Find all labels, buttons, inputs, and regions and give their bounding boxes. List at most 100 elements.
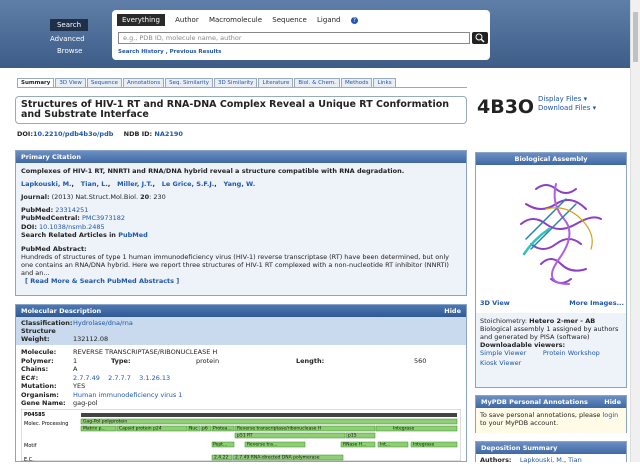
login[interactable]: login: [602, 411, 619, 419]
ndb-link[interactable]: NA2190: [154, 130, 183, 138]
feature-label: p51 RT: [237, 433, 253, 439]
ec-link[interactable]: 2.7.7.7: [108, 373, 131, 382]
entry-title: Structures of HIV-1 RT and RNA-DNA Compl…: [15, 96, 467, 124]
nav-search[interactable]: Search: [50, 19, 88, 31]
value[interactable]: Hydrolase/dna/rna: [73, 319, 133, 327]
ec-link[interactable]: 3.1.26.13: [139, 373, 171, 382]
label: Search Related Articles in: [21, 231, 116, 239]
panel-heading: Molecular Description Hide: [16, 305, 466, 317]
id-link[interactable]: 10.1038/nsmb.2485: [39, 222, 105, 231]
search-input[interactable]: e.g., PDB ID, molecule name, author: [118, 32, 470, 44]
text: to your MyPDB account.: [480, 419, 559, 427]
feature: [211, 425, 235, 432]
tab[interactable]: Everything: [117, 14, 165, 26]
accession: P04585: [24, 412, 46, 418]
abstract-label: PubMed Abstract:: [21, 244, 87, 253]
page-tab[interactable]: Biol. & Chem.: [294, 78, 340, 87]
journal-name: (2013) Nat.Struct.Mol.Biol.: [51, 193, 139, 201]
ribbon: [550, 183, 571, 285]
id-link[interactable]: 23314251: [55, 205, 89, 214]
assembly-info: Stoichiometry: Hetero 2-mer - AB Biologi…: [476, 313, 626, 387]
page-tab[interactable]: Summary: [17, 78, 55, 87]
nucleic-acid: [522, 227, 551, 256]
label: Type:: [111, 356, 131, 365]
feature-label: Reverse transcriptase/ribonuclease H: [237, 426, 321, 432]
feature: [187, 425, 201, 432]
hide[interactable]: Hide: [604, 398, 621, 406]
author[interactable]: Yang, W.: [223, 179, 256, 188]
doi-line: DOI:10.2210/pdb4b3o/pdb NDB ID: NA2190: [17, 130, 183, 138]
feature-label: Integrase: [413, 442, 435, 448]
assembly-note: Biological assembly 1 assigned by author…: [480, 325, 619, 341]
value: YES: [73, 382, 86, 390]
viewer[interactable]: Protein Workshop: [542, 349, 600, 357]
volume: 20: [140, 193, 150, 201]
search-links[interactable]: Search History , Previous Results: [118, 49, 222, 55]
row: Mutation: YES: [21, 382, 461, 391]
search-tabs: Everything Author Macromolecule Sequence…: [117, 14, 358, 26]
value: 560: [414, 356, 427, 365]
page-tab[interactable]: Annotations: [123, 78, 165, 87]
id-link[interactable]: PMC3973182: [81, 214, 125, 222]
author[interactable]: Lapkouski, M.: [21, 179, 72, 188]
page-tab[interactable]: 3D Similarity: [213, 78, 258, 87]
label: Stoichiometry:: [480, 317, 528, 325]
display-files[interactable]: Display Files ▾: [538, 95, 588, 103]
mypdb-text: To save personal annotations, please log…: [476, 408, 626, 433]
feature: [211, 454, 233, 461]
page-tab[interactable]: Sequence: [86, 78, 123, 87]
hide[interactable]: Hide: [444, 307, 461, 315]
author[interactable]: Tian: [568, 456, 582, 464]
id-row: DOI: 10.1038/nsmb.2485: [21, 223, 461, 232]
feature-label: Nuc: [189, 426, 198, 432]
feature-label: Gag-Pol polyprotein: [83, 419, 127, 425]
page-tab[interactable]: Methods: [340, 78, 373, 87]
feature: [375, 425, 458, 432]
header: Search Advanced Browse Everything Author…: [0, 0, 630, 68]
feature-label: Reverse tra...: [247, 442, 277, 448]
viewer[interactable]: Simple Viewer: [480, 349, 527, 357]
page-tab[interactable]: Literature: [258, 78, 294, 87]
author[interactable]: Le Grice, S.F.J.: [161, 179, 215, 188]
tab[interactable]: Macromolecule: [208, 16, 263, 24]
help[interactable]: ?: [350, 17, 358, 24]
viewer[interactable]: Kiosk Viewer: [480, 359, 522, 367]
page-tab[interactable]: Seq. Similarity: [165, 78, 213, 87]
ec-link[interactable]: 2.7.7.49: [73, 373, 100, 382]
track-label: Motif: [24, 443, 37, 449]
row: Molecule: REVERSE TRANSCRIPTASE/RIBONUCLE…: [21, 348, 461, 357]
feature: [345, 432, 376, 439]
feature: [234, 432, 346, 439]
track-label: Molec. Processing: [24, 421, 68, 427]
page-tab[interactable]: 3D View: [55, 78, 86, 87]
citation-panel: Primary Citation Complexes of HIV-1 RT, …: [15, 150, 467, 296]
search-button[interactable]: [472, 32, 488, 44]
label: Classification:: [21, 319, 73, 327]
feature: [244, 441, 306, 448]
nav-advanced[interactable]: Advanced: [50, 35, 85, 43]
page-tab[interactable]: Links: [373, 78, 396, 87]
tab[interactable]: Sequence: [272, 16, 307, 24]
structure-image: [520, 183, 602, 285]
nav-browse[interactable]: Browse: [57, 47, 83, 55]
more-images[interactable]: More Images...: [569, 299, 624, 307]
label: PubMed:: [21, 205, 54, 214]
tab[interactable]: Ligand: [317, 16, 341, 24]
feature-label: p15: [348, 433, 357, 439]
value[interactable]: Human immunodeficiency virus 1: [73, 390, 183, 399]
doi-link[interactable]: 10.2210/pdb4b3o/pdb: [32, 130, 114, 138]
scroll-thumb[interactable]: [633, 12, 638, 62]
view-3d[interactable]: 3D View: [480, 299, 510, 307]
related-link[interactable]: PubMed: [118, 231, 148, 239]
label: Mutation:: [21, 382, 57, 390]
author[interactable]: Miller, J.T.: [117, 179, 153, 188]
download-files[interactable]: Download Files ▾: [538, 104, 597, 112]
scrollbar[interactable]: [630, 0, 640, 462]
tab[interactable]: Author: [175, 16, 199, 24]
features: [80, 418, 458, 461]
label: NDB ID:: [123, 130, 153, 138]
author[interactable]: Tian, L.: [80, 179, 108, 188]
author[interactable]: Lapkouski, M.: [519, 456, 564, 464]
row: Organism: Human immunodeficiency virus 1: [21, 391, 461, 400]
read-more[interactable]: [ Read More & Search PubMed Abstracts ]: [25, 277, 180, 285]
